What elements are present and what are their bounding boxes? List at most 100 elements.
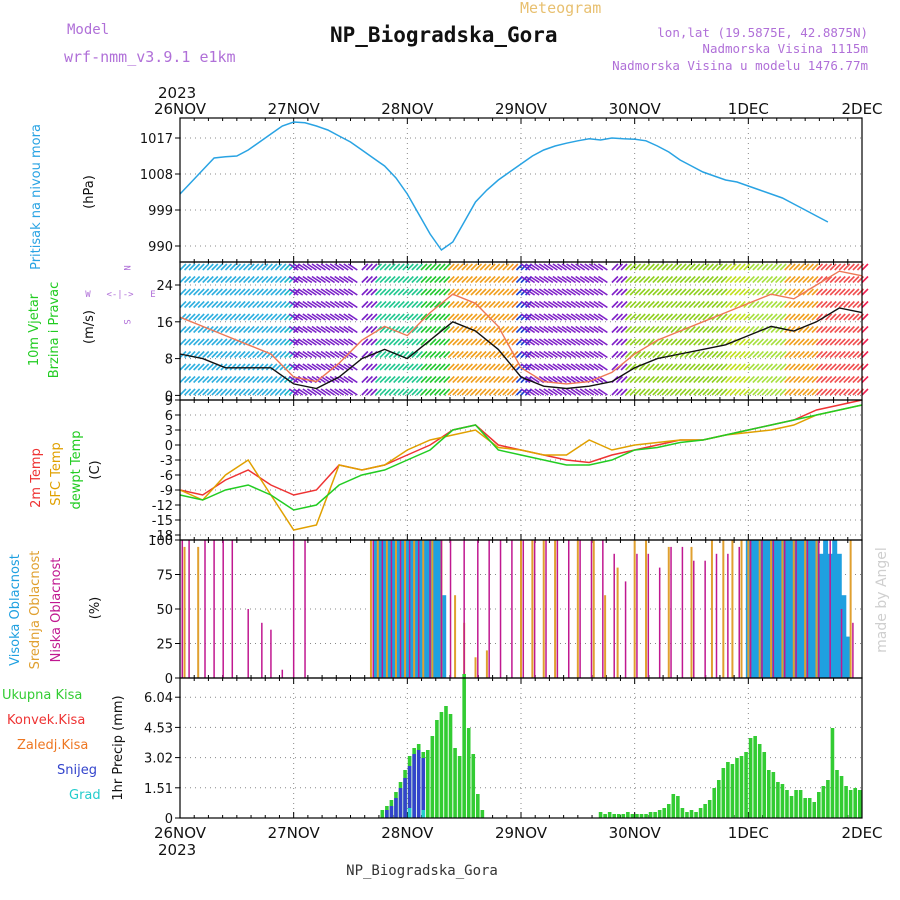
wind-barb: [511, 388, 519, 396]
cloud-bar: [400, 540, 406, 678]
wind-title-1: 10m Vjetar: [27, 293, 42, 366]
wind-barb: [575, 300, 586, 309]
wind-barb: [570, 300, 581, 309]
wind-barb: [215, 350, 223, 359]
wind-barb: [197, 263, 205, 271]
wind-barb: [397, 275, 405, 284]
wind-barb: [506, 275, 514, 284]
wind-barb: [847, 288, 855, 296]
wind-barb: [738, 288, 746, 296]
wind-label: 10m Vjetar Brzina i Pravac (m/s) N W S E…: [27, 265, 156, 378]
wind-barb: [424, 313, 433, 321]
wind-barb: [206, 288, 214, 296]
wind-barb: [520, 388, 531, 396]
wind-barb: [497, 275, 505, 284]
wind-barb: [447, 263, 455, 271]
cloud-bar: [576, 540, 579, 678]
wind-barb: [316, 313, 326, 321]
wind-barb: [697, 338, 705, 346]
wind-barb: [756, 350, 764, 359]
wind-barb: [206, 263, 214, 271]
wind-barb: [211, 313, 219, 321]
wind-barb: [361, 375, 369, 384]
wind-barb: [270, 388, 278, 396]
wind-barb: [852, 388, 860, 396]
wind-barb: [538, 338, 549, 346]
wind-barb: [302, 325, 313, 334]
cloud-bar: [786, 540, 792, 678]
precip-bar: [703, 804, 707, 818]
wind-barb: [484, 325, 492, 334]
wind-barb: [316, 275, 326, 284]
wind-barb: [511, 263, 519, 271]
wind-barb: [202, 313, 210, 321]
wind-barb: [243, 275, 251, 284]
wind-barb: [734, 388, 742, 396]
wind-barb: [424, 325, 433, 334]
wind-barb: [588, 338, 599, 346]
wind-barb: [525, 300, 536, 309]
wind-barb: [756, 375, 764, 384]
wind-barb: [552, 288, 563, 296]
wind-barb: [484, 263, 492, 271]
wind-barb: [293, 275, 304, 284]
wind-barb: [456, 363, 464, 371]
wind-barb: [570, 325, 581, 334]
wind-barb: [797, 288, 805, 296]
wind-barb: [447, 388, 455, 396]
wind-barb: [365, 300, 373, 309]
wind-barb: [456, 375, 464, 384]
wind-barb: [529, 275, 540, 284]
wind-barb: [788, 375, 796, 384]
dewpt-title: dewpt Temp: [69, 430, 84, 509]
wind-barb: [420, 288, 428, 296]
wind-barb: [547, 288, 558, 296]
wind-barb: [447, 375, 455, 384]
wind-barb: [365, 375, 373, 384]
wind-barb: [238, 263, 246, 271]
wind-barb: [593, 263, 604, 271]
wind-barb: [684, 375, 692, 384]
wind-barb: [652, 350, 660, 359]
wind-barb: [288, 288, 299, 296]
wind-barb: [538, 300, 549, 309]
wind-barb: [211, 288, 219, 296]
wind-barb: [479, 388, 487, 396]
wind-barb: [720, 338, 728, 346]
wind-barb: [447, 338, 455, 346]
wind-barb: [215, 375, 223, 384]
wind-barb: [579, 263, 590, 271]
y-tick-label: 999: [148, 204, 173, 219]
wind-barb: [815, 325, 824, 334]
wind-barb: [793, 275, 801, 284]
wind-barb: [793, 338, 801, 346]
wind-barb: [834, 300, 842, 309]
wind-barb: [188, 375, 196, 384]
wind-barb: [643, 375, 651, 384]
wind-barb: [552, 338, 563, 346]
wind-barb: [343, 325, 354, 334]
wind-barb: [825, 288, 833, 296]
cloud-bar: [382, 540, 388, 678]
wind-barb: [752, 375, 760, 384]
wind-barb: [834, 350, 842, 359]
wind-barb: [675, 338, 683, 346]
wind-barb: [825, 313, 833, 321]
wind-barb: [320, 388, 331, 396]
wind-barb: [552, 350, 563, 359]
wind-barb: [534, 388, 545, 396]
wind-barb: [629, 275, 637, 284]
wind-barb: [784, 363, 792, 371]
wind-barb: [643, 300, 651, 309]
wind-barb: [584, 263, 595, 271]
wind-barb: [347, 263, 358, 271]
wind-barb: [665, 325, 674, 334]
wind-barb: [620, 350, 628, 359]
y-tick-label: 6: [165, 409, 173, 424]
wind-barb: [316, 300, 326, 309]
wind-barb: [420, 300, 428, 309]
wind-barb: [211, 338, 219, 346]
wind-barb: [411, 275, 419, 284]
wind-barb: [484, 375, 492, 384]
wind-barb: [734, 325, 742, 334]
